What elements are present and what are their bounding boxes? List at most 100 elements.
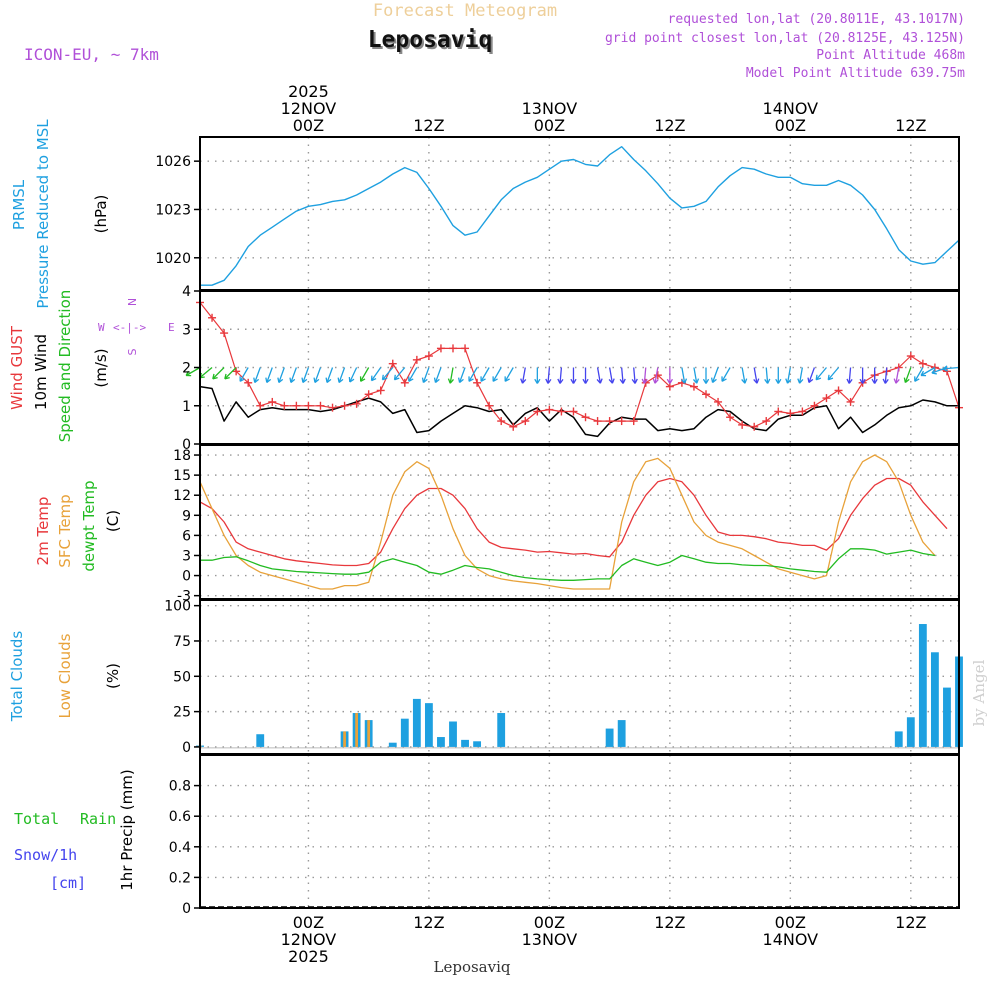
wind-direction-arrow <box>301 367 310 384</box>
wind-label-gust: Wind GUST <box>8 325 26 410</box>
clouds-unit: (%) <box>104 663 122 689</box>
x-bottom-tick-label: 2025 <box>288 947 329 966</box>
ytick-label-clouds: 100 <box>164 599 191 615</box>
wind-gust-marker <box>388 359 397 368</box>
wind-gust-marker <box>304 401 313 410</box>
wind-direction-arrow <box>468 367 478 382</box>
wind-gust-marker <box>280 401 289 410</box>
wind-label-speed-direction: Speed and Direction <box>56 290 74 443</box>
wind-gust-marker <box>424 352 433 361</box>
temp-line-sfc-temp <box>199 454 936 590</box>
wind-direction-arrow <box>421 367 430 384</box>
ytick-label-temperature: 6 <box>182 528 191 544</box>
wind-direction-arrow <box>457 367 466 384</box>
wind-gust-marker <box>412 355 421 364</box>
wind-direction-arrow <box>313 367 322 384</box>
cloud-bar-total <box>930 652 939 747</box>
precip-label-total: Total <box>14 810 59 828</box>
wind-direction-arrow <box>827 367 840 381</box>
x-bottom-tick-label: 00Z <box>293 913 324 932</box>
product-title: Forecast Meteogram <box>373 1 557 21</box>
x-bottom-tick-label: 12NOV <box>281 930 337 949</box>
x-bottom-tick-label: 00Z <box>775 913 806 932</box>
wind-gust-marker <box>786 409 795 418</box>
wind-gust-marker <box>629 417 638 426</box>
wind-direction-arrow <box>289 367 297 384</box>
wind-gust-marker <box>545 405 554 414</box>
wind-gust-marker <box>328 403 337 412</box>
wind-gust-marker <box>665 382 674 391</box>
cloud-bar-low <box>343 731 346 747</box>
wind-gust-marker <box>376 386 385 395</box>
wind-direction-arrow <box>337 367 346 384</box>
wind-direction-arrow <box>239 367 249 382</box>
wind-gust-marker <box>485 401 494 410</box>
wind-direction-arrow <box>582 367 589 384</box>
wind-gust-marker <box>798 407 807 416</box>
wind-gust-marker <box>364 390 373 399</box>
ytick-label-temperature: 0 <box>182 569 191 585</box>
ytick-label-wind: 2 <box>182 361 191 377</box>
cloud-bar-total <box>449 721 457 747</box>
ytick-label-clouds: 75 <box>173 634 191 650</box>
wind-label-10m: 10m Wind <box>32 334 50 410</box>
wind-direction-arrow <box>212 367 225 380</box>
wind-direction-arrow <box>545 367 552 384</box>
wind-gust-marker <box>810 401 819 410</box>
wind-direction-arrow <box>692 367 700 384</box>
wind-gust-marker <box>641 378 650 387</box>
temp-line-2m-temp <box>199 477 948 567</box>
wind-direction-arrow <box>631 367 638 384</box>
wind-direction-arrow <box>557 367 564 384</box>
wind-direction-arrow <box>370 367 382 382</box>
wind-speed-line <box>199 385 959 438</box>
compass-east: E <box>168 321 175 334</box>
wind-direction-arrow <box>570 367 577 384</box>
footer-location: Leposaviq <box>434 958 511 976</box>
wind-direction-arrow <box>408 367 418 382</box>
wind-gust-marker <box>533 407 542 416</box>
wind-direction-arrow <box>520 367 527 384</box>
ytick-label-clouds: 0 <box>182 740 191 756</box>
location-title: Leposaviq <box>368 27 493 53</box>
wind-direction-arrow <box>785 367 792 384</box>
wind-gust-marker <box>605 417 614 426</box>
wind-direction-arrow <box>893 367 900 384</box>
clouds-label-low: Low Clouds <box>56 633 74 718</box>
x-bottom-tick-label: 13NOV <box>522 930 578 949</box>
series-layer <box>185 145 963 749</box>
wind-gust-marker <box>918 359 927 368</box>
wind-direction-arrow <box>325 367 334 384</box>
wind-direction-arrow <box>224 367 237 380</box>
wind-direction-arrow <box>619 367 626 384</box>
wind-direction-arrow <box>903 367 912 384</box>
wind-direction-arrow <box>807 367 816 384</box>
ytick-label-temperature: 9 <box>182 508 191 524</box>
wind-direction-arrow <box>534 367 541 384</box>
ytick-label-precip: 0 <box>182 901 191 917</box>
wind-gust-marker <box>256 401 265 410</box>
wind-gust-marker <box>208 313 217 322</box>
wind-gust-marker <box>316 401 325 410</box>
ytick-label-wind: 1 <box>182 399 191 415</box>
wind-direction-arrow <box>741 367 748 384</box>
wind-direction-arrow <box>393 367 406 381</box>
cloud-bar-total <box>473 741 482 747</box>
x-top-tick-label: 00Z <box>534 116 565 135</box>
ytick-label-precip: 0.2 <box>169 870 191 886</box>
x-bottom-tick-label: 12Z <box>895 913 926 932</box>
point-altitude: Point Altitude 468m <box>816 48 965 63</box>
cloud-bar-total <box>412 698 421 747</box>
ytick-label-pressure: 1026 <box>155 154 191 170</box>
panel-frames <box>199 136 960 909</box>
x-top-tick-label: 12Z <box>413 116 444 135</box>
wind-gust-marker <box>702 390 710 399</box>
wind-direction-arrow <box>942 365 960 372</box>
temp-line-dewpt-temp <box>200 548 936 581</box>
wind-direction-arrow <box>348 367 358 383</box>
ytick-label-temperature: 18 <box>173 448 191 464</box>
wind-gust-marker <box>340 401 349 410</box>
x-top-tick-label: 12Z <box>654 116 685 135</box>
x-top-tick-label: 2025 <box>288 82 329 101</box>
panel-frame-precip <box>199 754 960 909</box>
